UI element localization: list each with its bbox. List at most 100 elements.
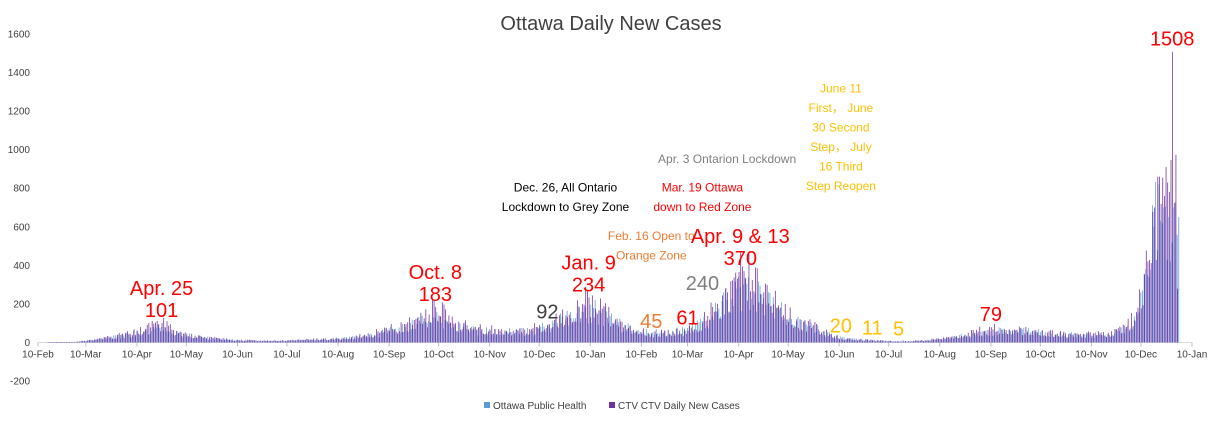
bar bbox=[258, 340, 260, 343]
bar bbox=[1048, 331, 1050, 343]
bar bbox=[537, 328, 539, 343]
bar bbox=[1003, 328, 1005, 343]
bar bbox=[229, 339, 231, 343]
bar bbox=[1026, 330, 1028, 343]
bar bbox=[705, 320, 707, 343]
bar bbox=[551, 320, 553, 343]
bar bbox=[682, 327, 683, 343]
bar bbox=[913, 340, 915, 343]
bar bbox=[1103, 332, 1104, 343]
bar bbox=[555, 319, 556, 343]
bar bbox=[951, 336, 953, 343]
bar bbox=[240, 339, 242, 343]
bar bbox=[265, 340, 266, 343]
bar bbox=[549, 324, 550, 343]
bar bbox=[1142, 290, 1143, 343]
bar bbox=[680, 333, 682, 343]
bar bbox=[732, 280, 733, 343]
bar bbox=[375, 335, 377, 343]
bar bbox=[407, 322, 409, 343]
bar bbox=[662, 332, 664, 343]
bar bbox=[939, 338, 941, 343]
bar bbox=[1173, 207, 1175, 343]
bar bbox=[1077, 335, 1079, 343]
bar bbox=[1107, 332, 1109, 343]
bar bbox=[972, 330, 974, 343]
bar bbox=[171, 329, 173, 343]
bar bbox=[494, 329, 496, 343]
bar bbox=[585, 286, 587, 343]
bar bbox=[520, 327, 522, 343]
bar bbox=[992, 329, 994, 343]
bar bbox=[944, 338, 946, 343]
bar bbox=[94, 339, 95, 343]
bar bbox=[524, 329, 526, 343]
bar bbox=[1126, 327, 1127, 343]
bar bbox=[1008, 329, 1010, 343]
bar bbox=[615, 319, 616, 343]
bar bbox=[634, 332, 636, 343]
bar bbox=[1133, 316, 1135, 343]
bar bbox=[699, 330, 700, 343]
bar bbox=[656, 334, 658, 343]
bar bbox=[1124, 325, 1126, 343]
bar bbox=[596, 314, 598, 343]
bar bbox=[859, 339, 860, 343]
bar bbox=[811, 328, 812, 343]
bar bbox=[1155, 260, 1157, 343]
bar bbox=[652, 337, 654, 343]
bar bbox=[202, 337, 204, 343]
bar bbox=[176, 331, 177, 343]
bar bbox=[619, 321, 621, 343]
bar bbox=[1154, 207, 1155, 343]
bar bbox=[867, 339, 869, 343]
bar bbox=[1022, 335, 1023, 343]
bar bbox=[230, 340, 232, 343]
bar bbox=[222, 340, 223, 343]
bar bbox=[385, 327, 387, 343]
bar bbox=[718, 318, 720, 343]
bar bbox=[661, 329, 662, 343]
bar bbox=[801, 329, 803, 343]
bar bbox=[504, 330, 506, 343]
bar bbox=[227, 339, 228, 343]
bar bbox=[812, 325, 814, 343]
bar bbox=[263, 340, 265, 343]
bar bbox=[436, 320, 438, 343]
bar bbox=[274, 341, 276, 343]
bar bbox=[255, 341, 256, 343]
bar bbox=[311, 339, 313, 343]
bar bbox=[1099, 333, 1101, 343]
bar bbox=[788, 321, 789, 343]
bar bbox=[63, 342, 65, 343]
bar bbox=[591, 295, 593, 343]
bar bbox=[160, 331, 161, 343]
bar bbox=[1073, 336, 1075, 343]
bar bbox=[139, 335, 141, 343]
bar bbox=[1023, 327, 1025, 343]
bar bbox=[1148, 276, 1150, 343]
bar bbox=[418, 320, 420, 343]
bar bbox=[989, 326, 991, 343]
bar bbox=[516, 329, 517, 343]
bar bbox=[649, 336, 651, 343]
bar bbox=[1000, 327, 1002, 343]
bar bbox=[423, 321, 425, 343]
bar bbox=[893, 341, 894, 343]
bar bbox=[992, 335, 993, 343]
y-tick-label: 200 bbox=[13, 299, 30, 310]
bar bbox=[1083, 333, 1084, 343]
bar bbox=[415, 328, 416, 343]
bar bbox=[260, 340, 261, 343]
bar bbox=[260, 341, 262, 343]
bar bbox=[199, 335, 200, 343]
bar bbox=[522, 333, 524, 343]
bar bbox=[164, 327, 166, 343]
bar bbox=[411, 319, 413, 343]
bar bbox=[179, 332, 181, 343]
bar bbox=[588, 323, 589, 343]
bar bbox=[802, 321, 804, 343]
bar bbox=[354, 338, 355, 343]
bar bbox=[645, 329, 647, 343]
bar bbox=[428, 314, 430, 343]
